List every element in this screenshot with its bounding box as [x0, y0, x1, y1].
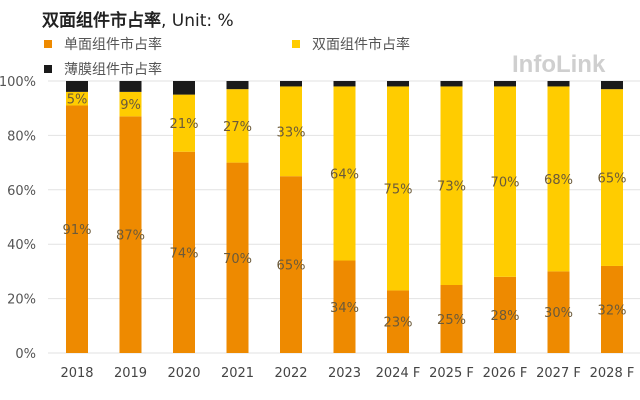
- bar-segment: [173, 94, 195, 152]
- bar-segment: [494, 86, 516, 277]
- data-label: 25%: [437, 313, 466, 328]
- bar-segment: [119, 116, 142, 353]
- bar-segment: [547, 86, 570, 272]
- bar-segment: [333, 260, 356, 353]
- bar-segment: [66, 81, 88, 92]
- x-tick-label: 2023: [328, 366, 361, 381]
- bar-segment: [547, 81, 570, 87]
- bar-segment: [280, 86, 302, 177]
- y-tick-label: 0%: [15, 347, 36, 362]
- title-unit: , Unit: %: [161, 11, 234, 31]
- bar-segment: [226, 81, 249, 90]
- y-tick-label: 80%: [7, 129, 36, 144]
- bar-segment: [226, 89, 249, 163]
- bar-segment: [494, 276, 516, 353]
- x-tick-label: 2028 F: [590, 366, 635, 381]
- legend-item-thinfilm: 薄膜组件市占率: [44, 59, 162, 79]
- bar-segment: [226, 162, 249, 353]
- data-label: 91%: [63, 223, 92, 238]
- x-tick-label: 2021: [221, 366, 254, 381]
- x-tick-label: 2027 F: [536, 366, 581, 381]
- bar-segment: [547, 271, 570, 353]
- bar-segment: [601, 81, 623, 90]
- bar-segment: [119, 81, 142, 92]
- data-label: 30%: [544, 306, 573, 321]
- data-label: 23%: [384, 316, 413, 331]
- x-tick-label: 2024 F: [376, 366, 421, 381]
- x-tick-label: 2019: [114, 366, 147, 381]
- bar-segment: [601, 89, 623, 266]
- data-label: 9%: [120, 98, 141, 113]
- bar-segment: [494, 81, 516, 87]
- legend-label: 双面组件市占率: [312, 37, 410, 53]
- y-tick-label: 60%: [7, 184, 36, 199]
- x-tick-label: 2020: [167, 366, 200, 381]
- data-label: 33%: [277, 125, 306, 140]
- data-label: 73%: [437, 180, 466, 195]
- bar-segment: [333, 86, 356, 261]
- legend-label: 单面组件市占率: [64, 37, 162, 53]
- data-label: 21%: [170, 117, 199, 132]
- data-label: 70%: [223, 252, 252, 267]
- chart-title: 双面组件市占率, Unit: %: [42, 6, 234, 31]
- bar-segment: [387, 86, 409, 291]
- bar-segment: [119, 91, 142, 117]
- x-tick-label: 2026 F: [483, 366, 528, 381]
- bar-segment: [173, 151, 195, 353]
- bar-segment: [601, 265, 623, 353]
- data-label: 74%: [170, 246, 199, 261]
- bar-segment: [333, 81, 356, 87]
- bar-segment: [387, 81, 409, 87]
- bar-segment: [66, 91, 88, 106]
- y-tick-label: 40%: [7, 238, 36, 253]
- watermark-logo: InfoLink: [512, 51, 606, 78]
- data-label: 5%: [67, 93, 88, 108]
- data-label: 87%: [116, 229, 145, 244]
- bar-segment: [440, 81, 463, 87]
- bar-segment: [66, 105, 88, 353]
- data-label: 65%: [598, 172, 627, 187]
- data-label: 75%: [384, 182, 413, 197]
- data-label: 27%: [223, 120, 252, 135]
- data-label: 28%: [491, 309, 520, 324]
- bar-segment: [387, 290, 409, 353]
- legend-label: 薄膜组件市占率: [64, 62, 162, 78]
- legend-item-mono: 单面组件市占率: [44, 34, 162, 54]
- title-text: 双面组件市占率: [42, 11, 161, 31]
- bar-segment: [440, 86, 463, 285]
- bar-segment: [440, 285, 463, 353]
- bar-segment: [173, 81, 195, 95]
- bar-segment: [280, 176, 302, 353]
- data-label: 34%: [330, 301, 359, 316]
- legend-swatch: [44, 40, 52, 48]
- legend-item-bifacial: 双面组件市占率: [292, 34, 410, 54]
- legend-swatch: [44, 65, 52, 73]
- x-tick-label: 2025 F: [429, 366, 474, 381]
- x-tick-label: 2022: [274, 366, 307, 381]
- x-tick-label: 2018: [60, 366, 93, 381]
- y-tick-label: 20%: [7, 293, 36, 308]
- bar-segment: [280, 81, 302, 87]
- data-label: 32%: [598, 303, 627, 318]
- data-label: 68%: [544, 173, 573, 188]
- data-label: 65%: [277, 259, 306, 274]
- data-label: 64%: [330, 167, 359, 182]
- data-label: 70%: [491, 176, 520, 191]
- legend-swatch: [292, 40, 300, 48]
- y-tick-label: 100%: [0, 75, 36, 90]
